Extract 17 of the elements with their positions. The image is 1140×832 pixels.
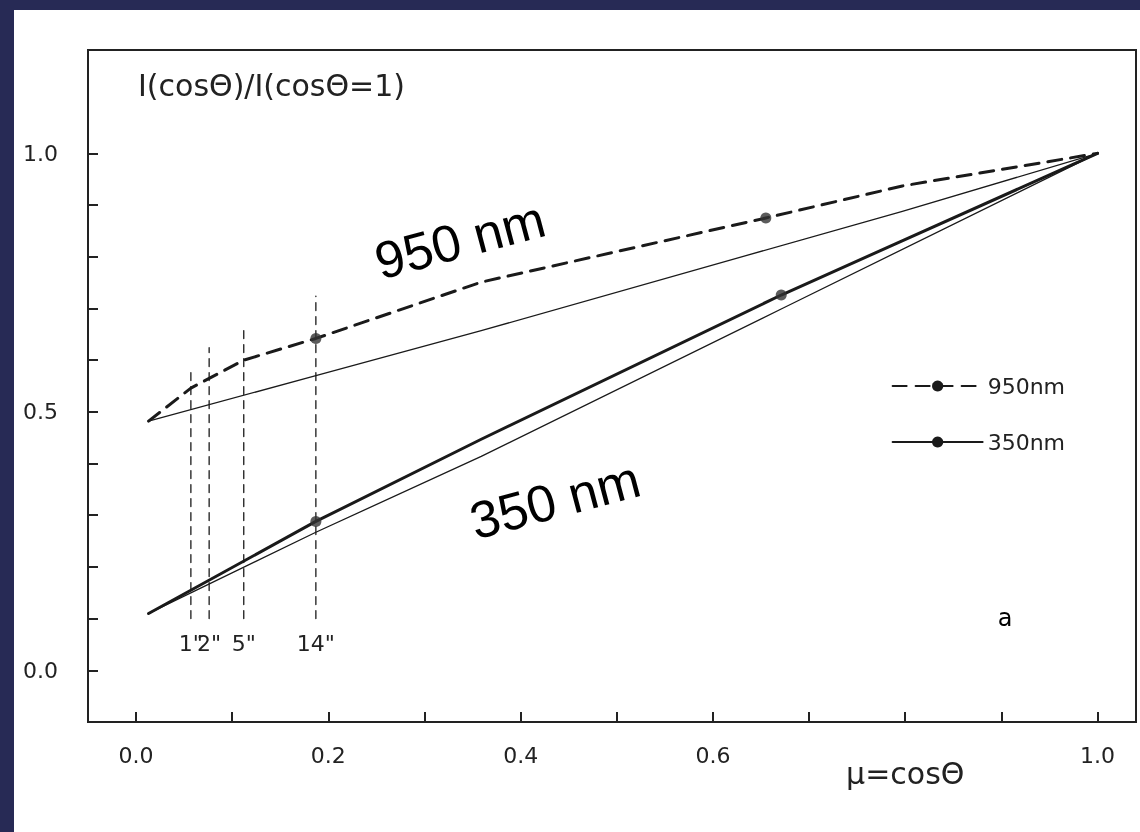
x-tick-label: 1.0 [1080,742,1116,768]
x-tick-label: 0.2 [310,742,346,768]
series-label: 5" [231,631,256,657]
legend-label: 950nm [987,373,1066,399]
x-axis-title: μ=cosΘ [846,755,965,791]
series-label: 14" [296,631,335,657]
annotation: a [997,604,1013,632]
x-tick-label: 0.6 [695,742,731,768]
y-axis-title: I(cosΘ)/I(cosΘ=1) [138,67,406,103]
y-tick-label: 0.5 [23,399,58,425]
annotation: 350 nm [463,449,647,551]
y-tick-label: 0.0 [23,657,58,683]
annotation: 950 nm [368,189,552,291]
x-tick-label: 0.0 [118,742,154,768]
legend-label: 350nm [987,429,1066,455]
x-tick-label: 0.4 [503,742,539,768]
y-tick-label: 1.0 [23,140,58,166]
